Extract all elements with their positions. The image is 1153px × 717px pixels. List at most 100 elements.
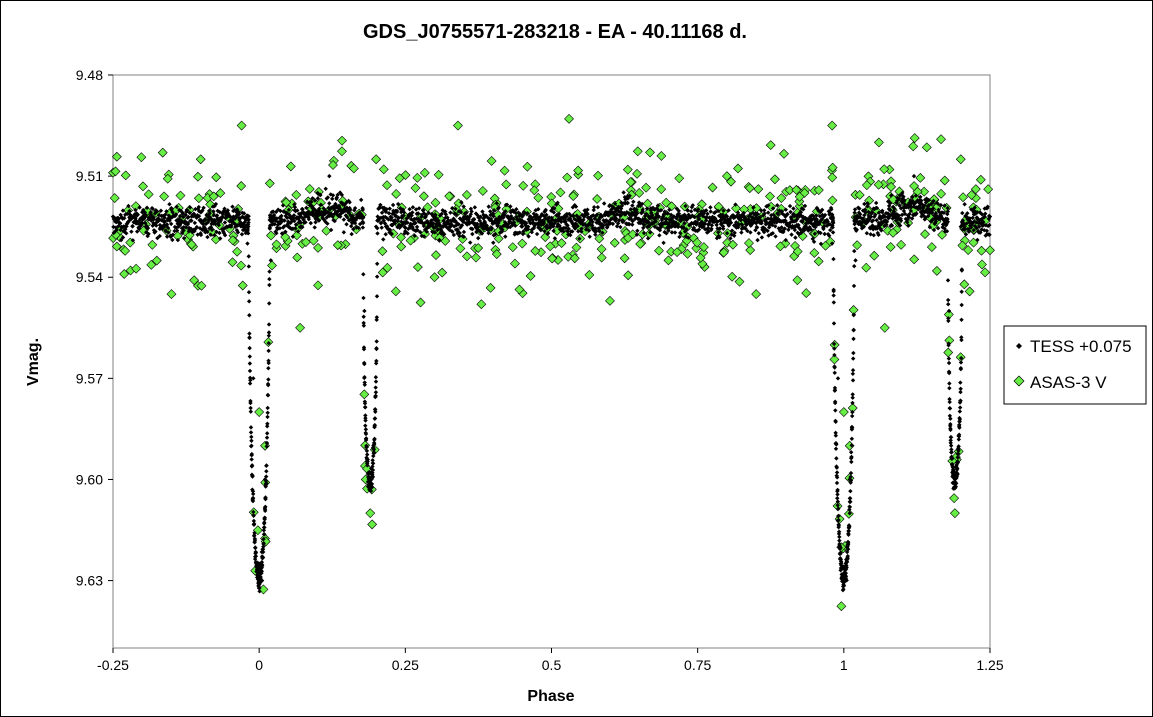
tess-point bbox=[372, 416, 378, 421]
tess-point bbox=[946, 360, 952, 366]
tess-point bbox=[748, 223, 753, 228]
tess-point bbox=[539, 220, 545, 226]
tess-point bbox=[762, 208, 767, 213]
tess-point bbox=[482, 226, 487, 231]
tess-point bbox=[185, 220, 191, 226]
tess-point bbox=[868, 232, 873, 237]
tess-point bbox=[267, 269, 272, 274]
tess-point bbox=[497, 230, 503, 235]
tess-point bbox=[203, 217, 208, 222]
tess-point bbox=[272, 215, 277, 220]
tess-point bbox=[316, 218, 322, 223]
asas-point bbox=[909, 181, 920, 191]
asas-point bbox=[879, 164, 890, 175]
tess-point bbox=[948, 435, 954, 440]
tess-point bbox=[929, 218, 934, 224]
tess-point bbox=[627, 193, 632, 198]
tess-point bbox=[130, 224, 135, 229]
tess-point bbox=[771, 212, 777, 218]
tess-point bbox=[946, 308, 952, 314]
tess-point bbox=[837, 538, 842, 543]
tess-point bbox=[831, 293, 836, 298]
tess-point bbox=[717, 226, 723, 231]
tess-point bbox=[382, 208, 387, 213]
tess-point bbox=[605, 224, 610, 230]
tess-point bbox=[496, 220, 501, 226]
tess-point bbox=[285, 222, 290, 227]
tess-point bbox=[847, 504, 852, 509]
tess-point bbox=[263, 484, 268, 489]
tess-point bbox=[870, 210, 875, 215]
tess-point bbox=[734, 220, 739, 225]
tess-point bbox=[138, 223, 143, 229]
tess-point bbox=[975, 210, 980, 215]
tess-point bbox=[864, 230, 870, 236]
tess-point bbox=[579, 226, 584, 231]
tess-point bbox=[625, 194, 630, 199]
tess-point bbox=[860, 208, 866, 213]
asas-point bbox=[396, 232, 406, 243]
tess-point bbox=[851, 336, 856, 342]
asas-point bbox=[879, 322, 890, 333]
tess-point bbox=[211, 212, 216, 218]
tess-point bbox=[479, 231, 485, 236]
tess-point bbox=[371, 450, 377, 455]
tess-point bbox=[318, 202, 324, 207]
tess-point bbox=[862, 201, 867, 207]
asas-point bbox=[453, 120, 463, 131]
tess-point bbox=[612, 201, 618, 206]
tess-point bbox=[217, 236, 223, 241]
tess-point bbox=[896, 221, 901, 226]
tess-point bbox=[357, 210, 362, 215]
tess-point bbox=[899, 212, 905, 218]
tess-point bbox=[826, 233, 832, 238]
tess-point bbox=[848, 480, 853, 485]
asas-point bbox=[437, 267, 448, 278]
tess-point bbox=[347, 205, 352, 211]
tess-point bbox=[425, 219, 430, 224]
tess-point bbox=[544, 212, 549, 218]
tess-point bbox=[978, 230, 983, 235]
tess-point bbox=[205, 234, 210, 240]
tess-point bbox=[951, 485, 957, 490]
tess-point bbox=[773, 217, 779, 223]
asas-point bbox=[525, 271, 536, 281]
asas-point bbox=[776, 193, 787, 204]
asas-point bbox=[120, 170, 131, 181]
tess-point bbox=[666, 220, 672, 226]
tess-point bbox=[944, 229, 950, 234]
asas-point bbox=[632, 146, 643, 157]
tess-point bbox=[933, 219, 939, 224]
asas-point bbox=[563, 251, 574, 262]
tess-point bbox=[267, 276, 272, 282]
tess-point bbox=[898, 206, 904, 211]
tess-point bbox=[416, 206, 422, 211]
tess-point bbox=[836, 529, 842, 534]
tess-point bbox=[465, 222, 470, 227]
tess-point bbox=[898, 218, 904, 223]
asas-point bbox=[666, 201, 677, 212]
tess-point bbox=[749, 219, 754, 224]
tess-point bbox=[563, 215, 568, 220]
tess-point bbox=[507, 219, 512, 224]
chart-title: GDS_J0755571-283218 - EA - 40.11168 d. bbox=[363, 21, 747, 43]
tess-point bbox=[211, 209, 216, 214]
tess-point bbox=[577, 236, 582, 241]
tess-point bbox=[413, 207, 419, 212]
tess-point bbox=[410, 205, 416, 210]
tess-point bbox=[252, 537, 258, 543]
tess-point bbox=[370, 461, 376, 466]
tess-point bbox=[144, 205, 150, 210]
tess-point bbox=[712, 216, 718, 221]
tess-point bbox=[265, 410, 270, 415]
tess-point bbox=[264, 431, 270, 436]
tess-point bbox=[851, 312, 857, 317]
tess-point bbox=[393, 218, 398, 223]
tess-point bbox=[266, 322, 272, 327]
asas-point bbox=[977, 259, 987, 270]
tess-point bbox=[395, 218, 400, 224]
tess-point bbox=[960, 210, 965, 216]
tess-point bbox=[817, 220, 823, 225]
asas-point bbox=[733, 163, 743, 174]
tess-point bbox=[960, 221, 965, 227]
